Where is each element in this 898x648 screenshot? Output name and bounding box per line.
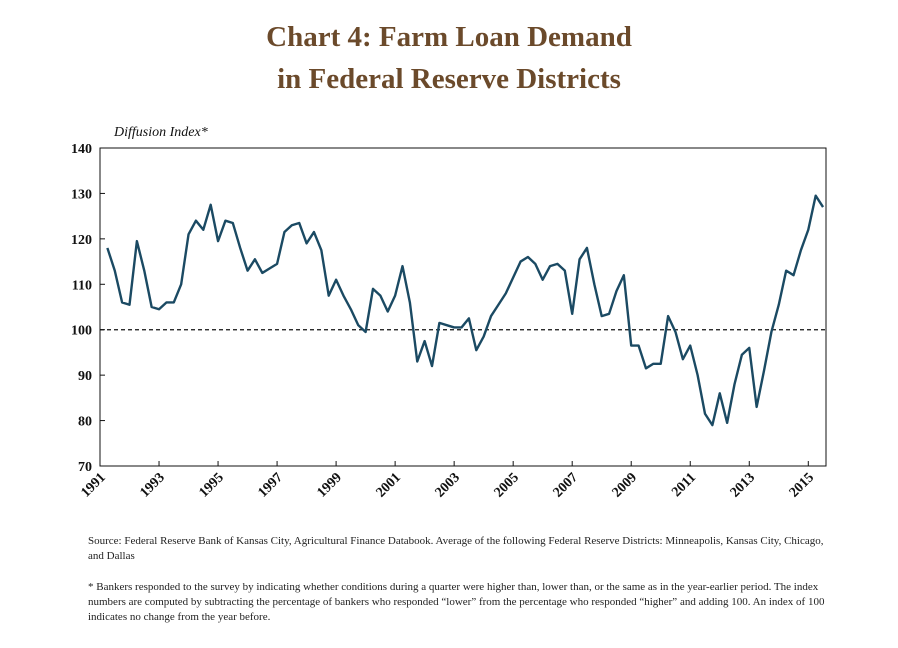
- y-tick-label: 100: [71, 324, 92, 339]
- x-tick-label: 2005: [492, 470, 522, 500]
- x-tick-label: 2015: [787, 470, 817, 500]
- y-tick-label: 140: [71, 142, 92, 157]
- x-tick-label: 1995: [196, 470, 226, 500]
- chart-title: Chart 4: Farm Loan Demand: [266, 21, 632, 53]
- y-tick-label: 80: [78, 415, 92, 430]
- x-tick-label: 2011: [669, 470, 699, 500]
- y-tick-label: 120: [71, 233, 92, 248]
- y-tick-label: 90: [78, 369, 92, 384]
- y-tick-label: 70: [78, 460, 92, 475]
- footnote: * Bankers responded to the survey by ind…: [88, 581, 825, 623]
- y-tick-label: 130: [71, 187, 92, 202]
- y-tick-label: 110: [72, 278, 92, 293]
- data-line: [106, 194, 825, 427]
- x-tick-label: 2009: [610, 470, 640, 500]
- x-tick-label: 2001: [374, 470, 404, 500]
- x-tick-label: 2007: [551, 470, 581, 500]
- chart: Chart 4: Farm Loan Demand in Federal Res…: [71, 21, 827, 501]
- x-tick-label: 1997: [255, 470, 285, 500]
- source-note: Source: Federal Reserve Bank of Kansas C…: [88, 535, 824, 562]
- y-axis-label: Diffusion Index*: [113, 125, 208, 140]
- x-tick-label: 1993: [137, 470, 167, 500]
- x-tick-label: 1999: [315, 470, 345, 500]
- plot-frame: [99, 147, 827, 467]
- x-tick-label: 2013: [728, 470, 758, 500]
- x-tick-label: 2003: [433, 470, 463, 500]
- chart-subtitle: in Federal Reserve Districts: [277, 63, 621, 95]
